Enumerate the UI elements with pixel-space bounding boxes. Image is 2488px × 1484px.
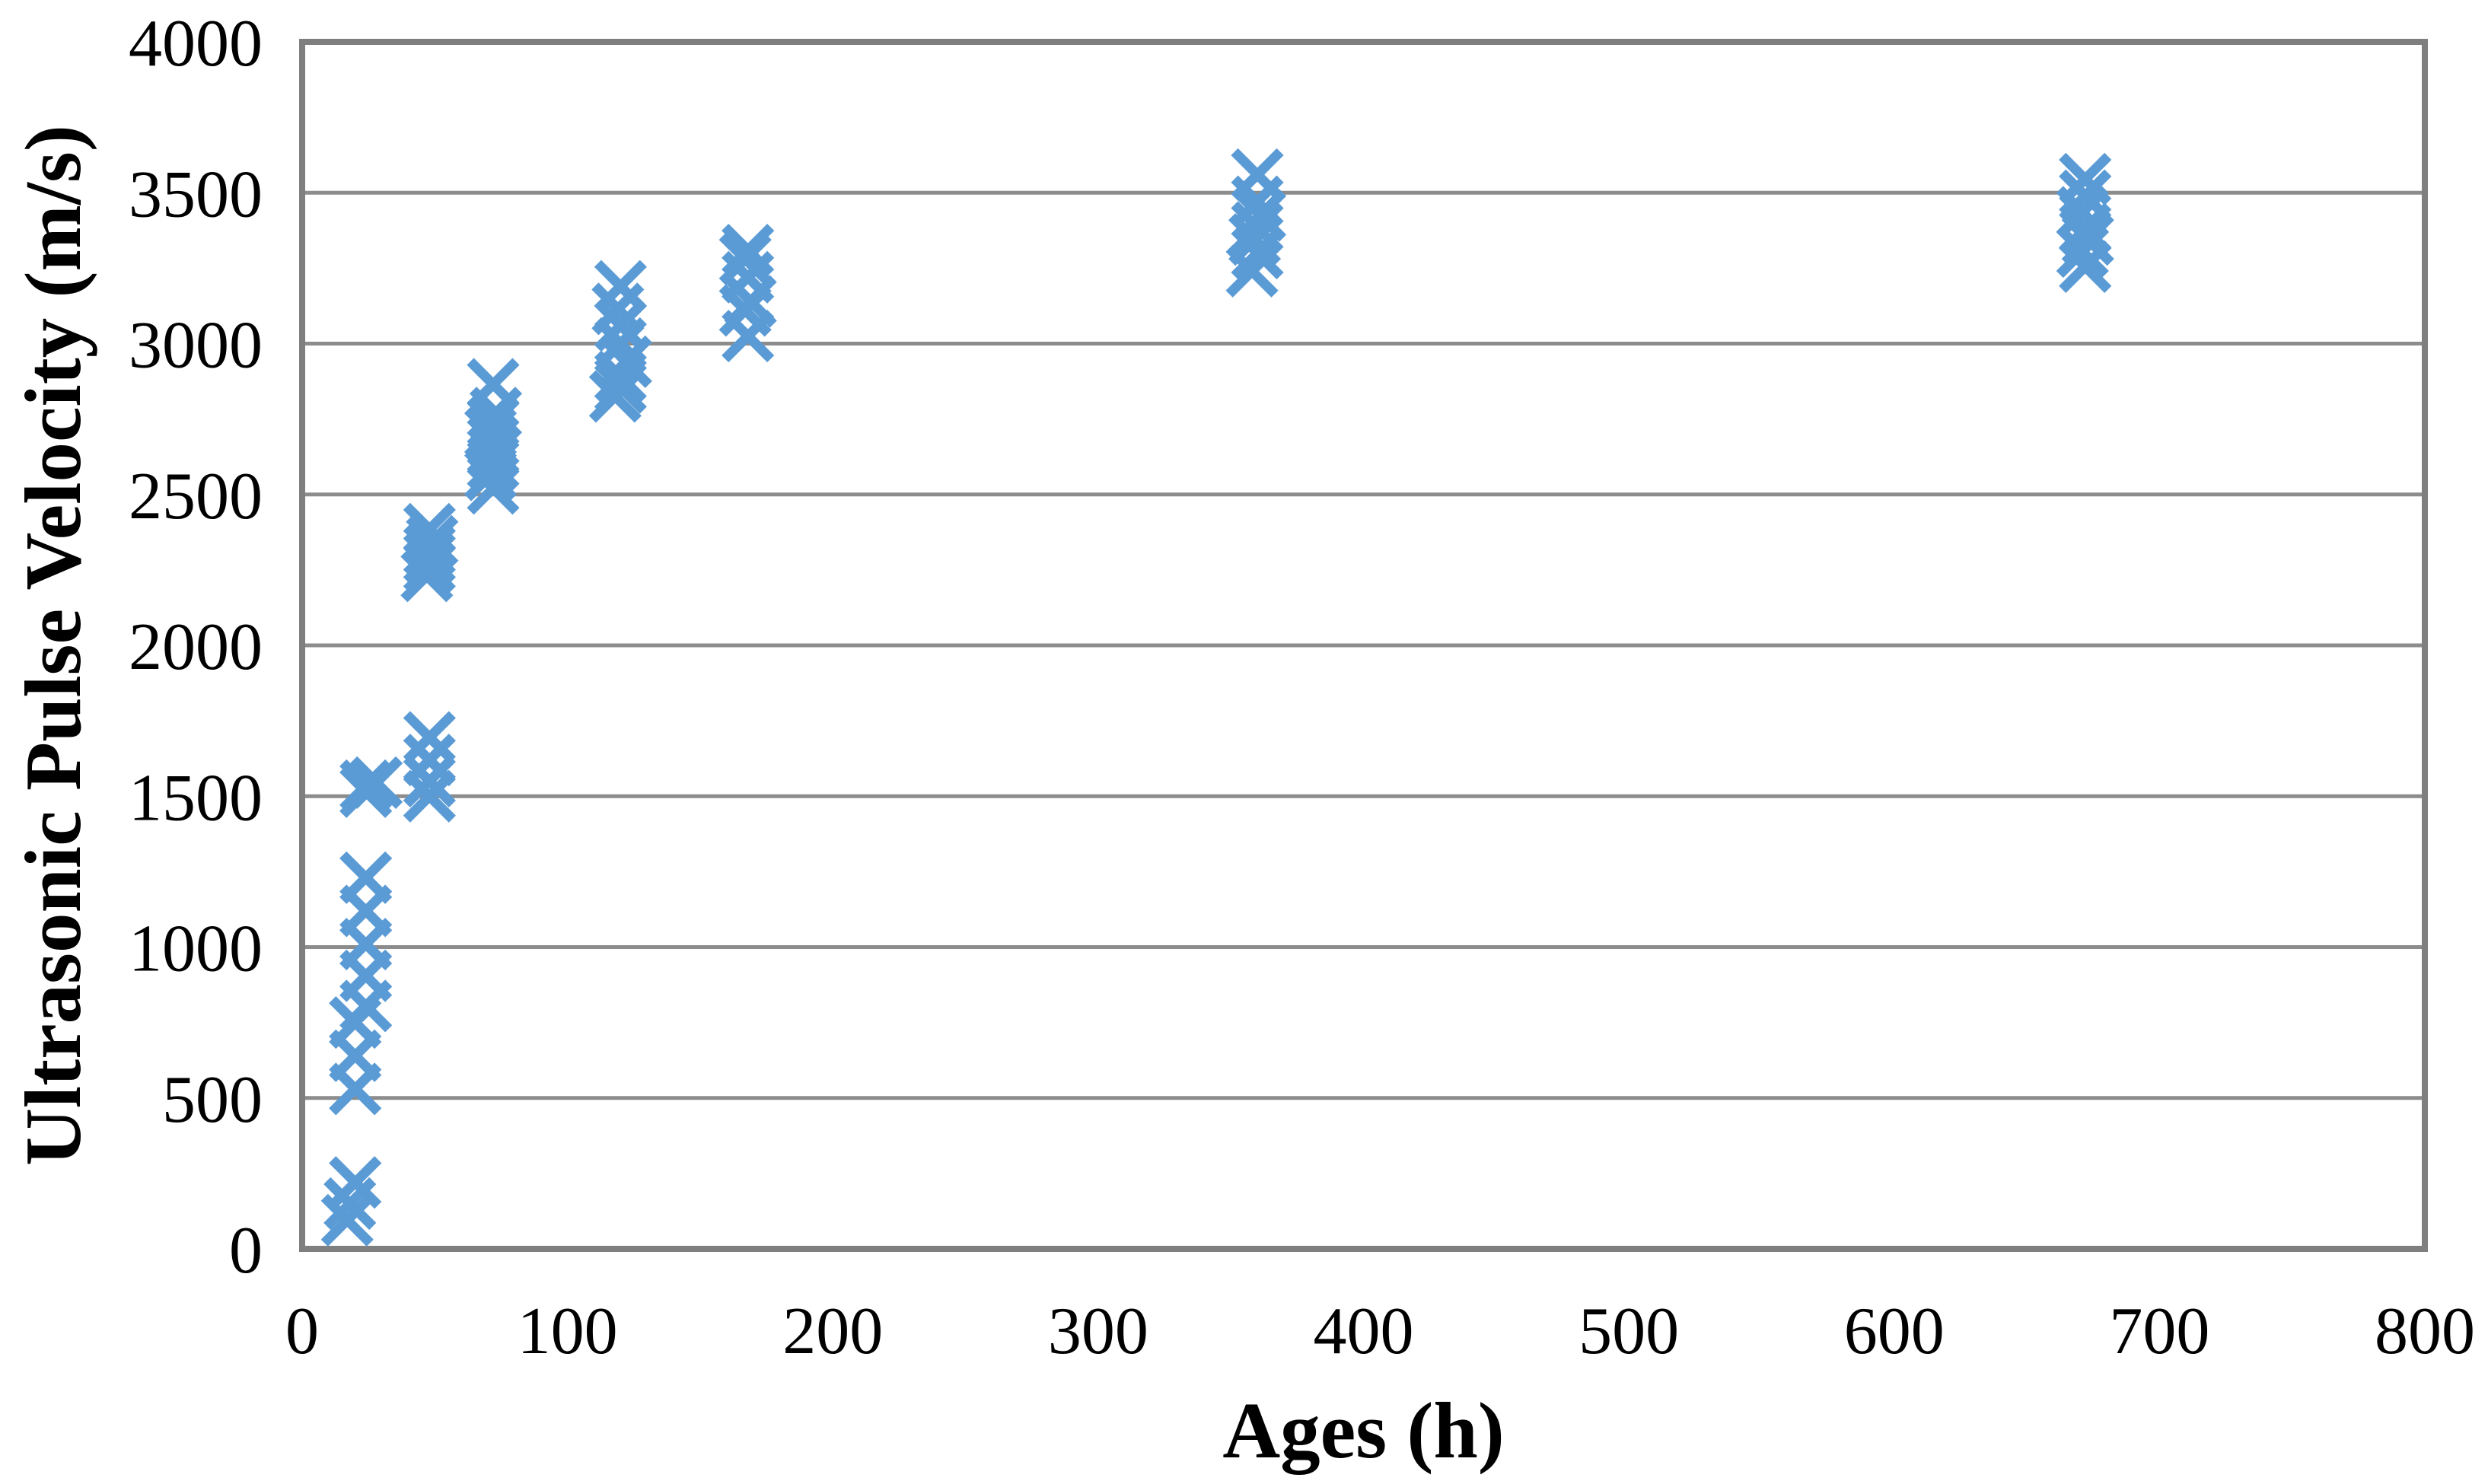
x-tick-label: 500 bbox=[1578, 1295, 1679, 1368]
x-tick-label: 300 bbox=[1048, 1295, 1148, 1368]
data-point-marker bbox=[594, 299, 647, 352]
plot-area-border bbox=[299, 39, 2428, 1252]
y-axis-title: Ultrasonic Pulse Velocity (m/s) bbox=[8, 125, 97, 1166]
data-point-marker bbox=[403, 734, 456, 787]
data-point-marker bbox=[594, 260, 647, 313]
x-tick-label: 800 bbox=[2375, 1295, 2475, 1368]
data-point-marker bbox=[2059, 169, 2112, 222]
y-tick-label: 0 bbox=[229, 1214, 263, 1288]
data-point-marker bbox=[403, 502, 456, 556]
data-point-marker bbox=[722, 223, 775, 277]
data-point-marker bbox=[1231, 148, 1284, 202]
data-point-marker bbox=[2059, 152, 2112, 206]
data-point-marker bbox=[329, 1156, 382, 1209]
x-axis-tick-labels: 0 100 200 300 400 500 600 700 800 bbox=[285, 1295, 2475, 1368]
y-tick-label: 2000 bbox=[129, 610, 263, 684]
data-point-marker bbox=[406, 514, 459, 568]
data-point-marker bbox=[339, 851, 393, 904]
gridlines bbox=[302, 190, 2425, 1100]
y-tick-label: 1000 bbox=[129, 912, 263, 986]
data-point-marker bbox=[403, 711, 456, 764]
data-point-markers bbox=[320, 148, 2114, 1247]
data-point-marker bbox=[467, 358, 520, 411]
x-tick-label: 100 bbox=[518, 1295, 618, 1368]
y-tick-label: 2500 bbox=[129, 460, 263, 533]
x-tick-label: 400 bbox=[1314, 1295, 1414, 1368]
y-tick-label: 1500 bbox=[129, 761, 263, 835]
y-tick-label: 3000 bbox=[129, 309, 263, 383]
data-point-marker bbox=[1233, 189, 1287, 242]
x-tick-label: 700 bbox=[2109, 1295, 2209, 1368]
y-tick-label: 500 bbox=[162, 1063, 263, 1137]
data-point-marker bbox=[339, 759, 393, 812]
y-tick-label: 4000 bbox=[129, 7, 263, 81]
x-tick-label: 200 bbox=[782, 1295, 883, 1368]
x-axis-title: Ages (h) bbox=[1222, 1386, 1504, 1475]
data-point-marker bbox=[350, 756, 403, 810]
data-point-marker bbox=[320, 1193, 374, 1247]
y-tick-label: 3500 bbox=[129, 158, 263, 231]
data-point-marker bbox=[403, 754, 456, 808]
x-tick-label: 0 bbox=[285, 1295, 319, 1368]
y-axis-tick-labels: 0 500 1000 1500 2000 2500 3000 3500 4000 bbox=[129, 7, 263, 1288]
x-tick-label: 600 bbox=[1844, 1295, 1945, 1368]
